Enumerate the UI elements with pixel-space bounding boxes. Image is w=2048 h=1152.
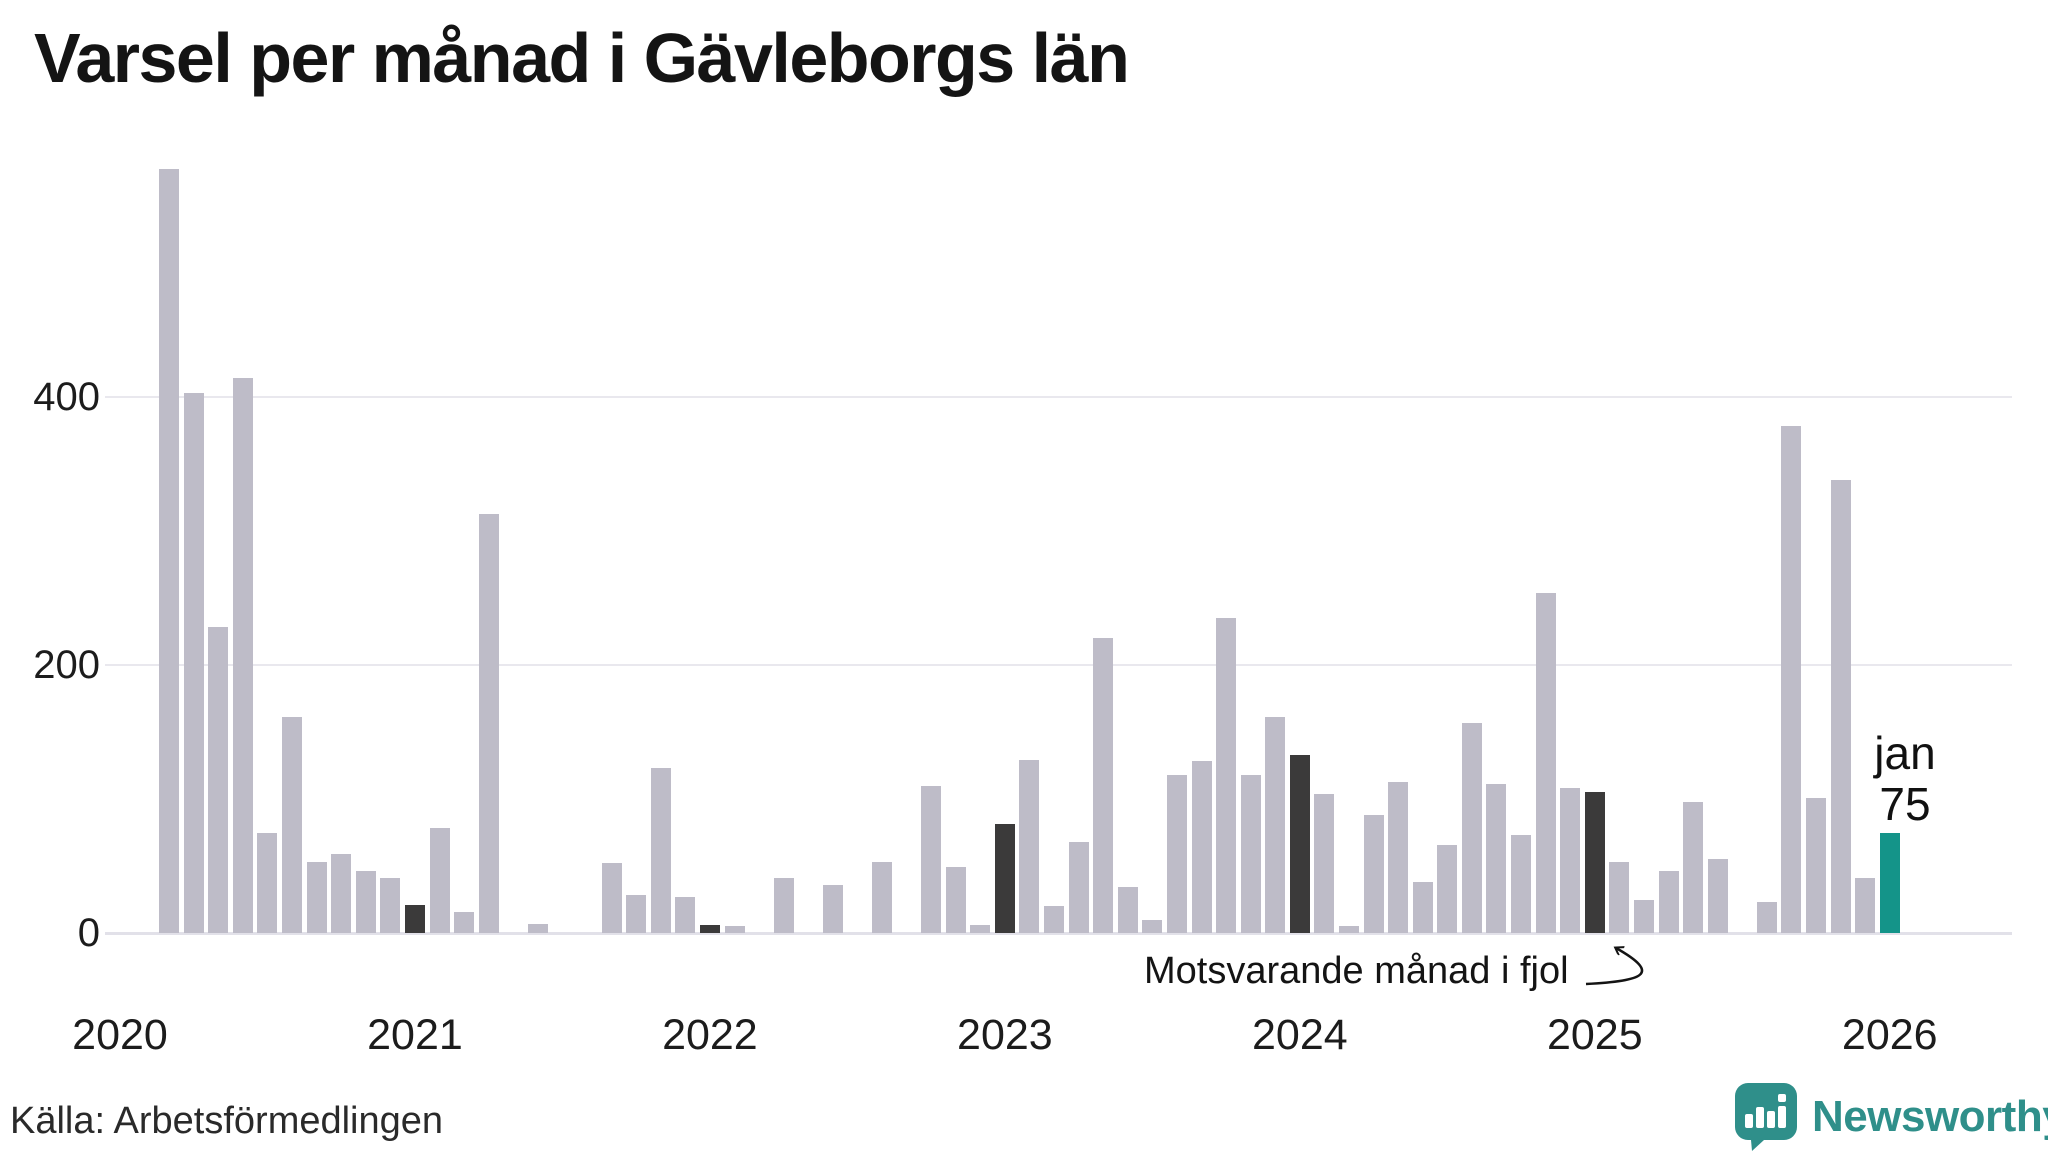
x-axis-tick-2021: 2021 bbox=[367, 1011, 463, 1059]
current-month-name: jan bbox=[1874, 727, 1936, 779]
bar-2022-11 bbox=[945, 867, 966, 933]
bar-2025-09 bbox=[1781, 426, 1802, 933]
bar-2020-10 bbox=[331, 853, 352, 933]
bar-2022-08 bbox=[871, 861, 892, 933]
bar-2025-08 bbox=[1756, 902, 1777, 933]
x-axis-tick-2025: 2025 bbox=[1546, 1011, 1643, 1059]
x-axis-tick-2023: 2023 bbox=[957, 1011, 1053, 1059]
bar-2023-07 bbox=[1142, 919, 1163, 933]
bar-2025-03 bbox=[1633, 899, 1654, 933]
source-credit: Källa: Arbetsförmedlingen bbox=[10, 1100, 444, 1142]
bar-2023-05 bbox=[1093, 638, 1114, 933]
bar-2025-02 bbox=[1609, 861, 1630, 933]
gridline-200 bbox=[105, 664, 2012, 666]
bar-2023-03 bbox=[1044, 906, 1065, 933]
bar-2025-12 bbox=[1855, 878, 1876, 933]
bar-2021-02 bbox=[429, 828, 450, 933]
newsworthy-wordmark: Newsworthy bbox=[1812, 1092, 2048, 1141]
x-axis-tick-2022: 2022 bbox=[662, 1011, 758, 1059]
bar-2021-01 bbox=[404, 904, 425, 933]
bar-2022-12 bbox=[970, 924, 991, 933]
bar-2020-05 bbox=[208, 627, 229, 933]
page-title: Varsel per månad i Gävleborgs län bbox=[34, 19, 1130, 97]
x-axis-tick-2024: 2024 bbox=[1251, 1011, 1348, 1059]
bar-2024-10 bbox=[1511, 835, 1532, 933]
bar-2024-08 bbox=[1461, 722, 1482, 933]
gridline-400 bbox=[105, 396, 2012, 398]
bar-2025-05 bbox=[1683, 801, 1704, 933]
y-axis-tick-400: 400 bbox=[33, 375, 100, 419]
bar-2026-01 bbox=[1879, 832, 1900, 933]
bar-2021-10 bbox=[626, 895, 647, 933]
newsworthy-logo: Newsworthy bbox=[1734, 1082, 2048, 1152]
bar-2023-12 bbox=[1265, 717, 1286, 933]
bar-2023-10 bbox=[1216, 618, 1237, 933]
bar-2020-09 bbox=[306, 861, 327, 933]
annotation-label: Motsvarande månad i fjol bbox=[1144, 950, 1569, 992]
bar-2024-09 bbox=[1486, 784, 1507, 933]
x-axis-tick-2026: 2026 bbox=[1841, 1011, 1938, 1059]
bar-2021-06 bbox=[527, 923, 548, 933]
bar-2020-08 bbox=[282, 717, 303, 933]
bar-2024-11 bbox=[1535, 592, 1556, 933]
bar-2022-01 bbox=[699, 924, 720, 933]
bar-2021-03 bbox=[454, 911, 475, 933]
bar-2023-06 bbox=[1117, 887, 1138, 933]
bar-2024-06 bbox=[1412, 882, 1433, 933]
bar-2023-04 bbox=[1068, 841, 1089, 933]
bar-2025-06 bbox=[1707, 859, 1728, 933]
current-month-label: jan 75 bbox=[1830, 728, 1980, 830]
bar-2023-11 bbox=[1240, 774, 1261, 933]
bar-2024-03 bbox=[1339, 926, 1359, 933]
bar-2024-04 bbox=[1363, 815, 1384, 933]
bar-2024-02 bbox=[1314, 793, 1335, 933]
gridline-0 bbox=[105, 932, 2012, 935]
bar-2020-03 bbox=[159, 169, 180, 933]
bar-2023-09 bbox=[1191, 761, 1212, 933]
bar-2022-10 bbox=[921, 785, 942, 933]
y-axis-tick-200: 200 bbox=[33, 643, 100, 687]
x-axis-tick-2020: 2020 bbox=[72, 1011, 168, 1059]
bar-2020-11 bbox=[355, 871, 376, 933]
bar-2024-05 bbox=[1388, 781, 1409, 933]
bar-2022-04 bbox=[773, 878, 794, 933]
bar-2024-12 bbox=[1560, 788, 1581, 933]
current-month-value: 75 bbox=[1879, 778, 1931, 830]
bar-2023-01 bbox=[994, 824, 1015, 933]
y-axis-tick-0: 0 bbox=[77, 911, 100, 955]
bar-2021-11 bbox=[650, 768, 671, 933]
bar-2021-04 bbox=[478, 513, 499, 933]
bar-2025-11 bbox=[1830, 480, 1851, 933]
bar-2025-01 bbox=[1584, 792, 1605, 933]
bar-2025-10 bbox=[1806, 797, 1827, 933]
bar-2024-07 bbox=[1437, 844, 1458, 933]
bar-2020-12 bbox=[380, 878, 401, 933]
bar-2022-02 bbox=[724, 926, 745, 933]
newsworthy-bubble-icon bbox=[1735, 1083, 1797, 1151]
bar-2021-09 bbox=[601, 863, 622, 933]
bar-2023-02 bbox=[1019, 760, 1040, 933]
bar-2020-04 bbox=[183, 392, 204, 933]
bar-2020-07 bbox=[257, 832, 278, 933]
bar-2023-08 bbox=[1166, 774, 1187, 933]
bar-2022-06 bbox=[822, 884, 843, 933]
bar-2020-06 bbox=[232, 378, 253, 933]
bar-2021-12 bbox=[675, 896, 696, 933]
bar-2025-04 bbox=[1658, 871, 1679, 933]
bar-2024-01 bbox=[1289, 754, 1310, 933]
